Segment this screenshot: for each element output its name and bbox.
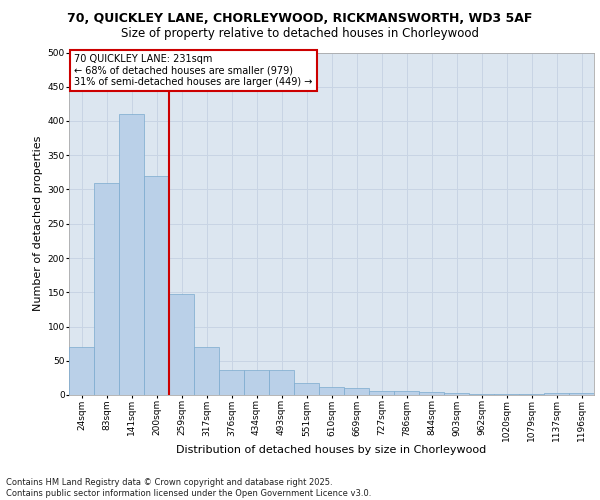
Bar: [519, 394, 544, 395]
Bar: [169, 294, 194, 395]
Text: Contains HM Land Registry data © Crown copyright and database right 2025.
Contai: Contains HM Land Registry data © Crown c…: [6, 478, 371, 498]
Y-axis label: Number of detached properties: Number of detached properties: [34, 136, 43, 312]
Bar: [394, 391, 419, 395]
Bar: [194, 347, 219, 395]
Bar: [494, 394, 519, 395]
Bar: [419, 392, 444, 395]
Bar: [269, 370, 294, 395]
Text: 70 QUICKLEY LANE: 231sqm
← 68% of detached houses are smaller (979)
31% of semi-: 70 QUICKLEY LANE: 231sqm ← 68% of detach…: [74, 54, 313, 88]
Bar: [144, 176, 169, 395]
Bar: [94, 182, 119, 395]
Bar: [119, 114, 144, 395]
Text: 70, QUICKLEY LANE, CHORLEYWOOD, RICKMANSWORTH, WD3 5AF: 70, QUICKLEY LANE, CHORLEYWOOD, RICKMANS…: [67, 12, 533, 26]
Text: Size of property relative to detached houses in Chorleywood: Size of property relative to detached ho…: [121, 28, 479, 40]
Bar: [469, 394, 494, 395]
Bar: [544, 393, 569, 395]
X-axis label: Distribution of detached houses by size in Chorleywood: Distribution of detached houses by size …: [176, 446, 487, 456]
Bar: [369, 391, 394, 395]
Bar: [244, 370, 269, 395]
Bar: [219, 370, 244, 395]
Bar: [344, 388, 369, 395]
Bar: [294, 384, 319, 395]
Bar: [444, 393, 469, 395]
Bar: [319, 387, 344, 395]
Bar: [569, 393, 594, 395]
Bar: [69, 347, 94, 395]
